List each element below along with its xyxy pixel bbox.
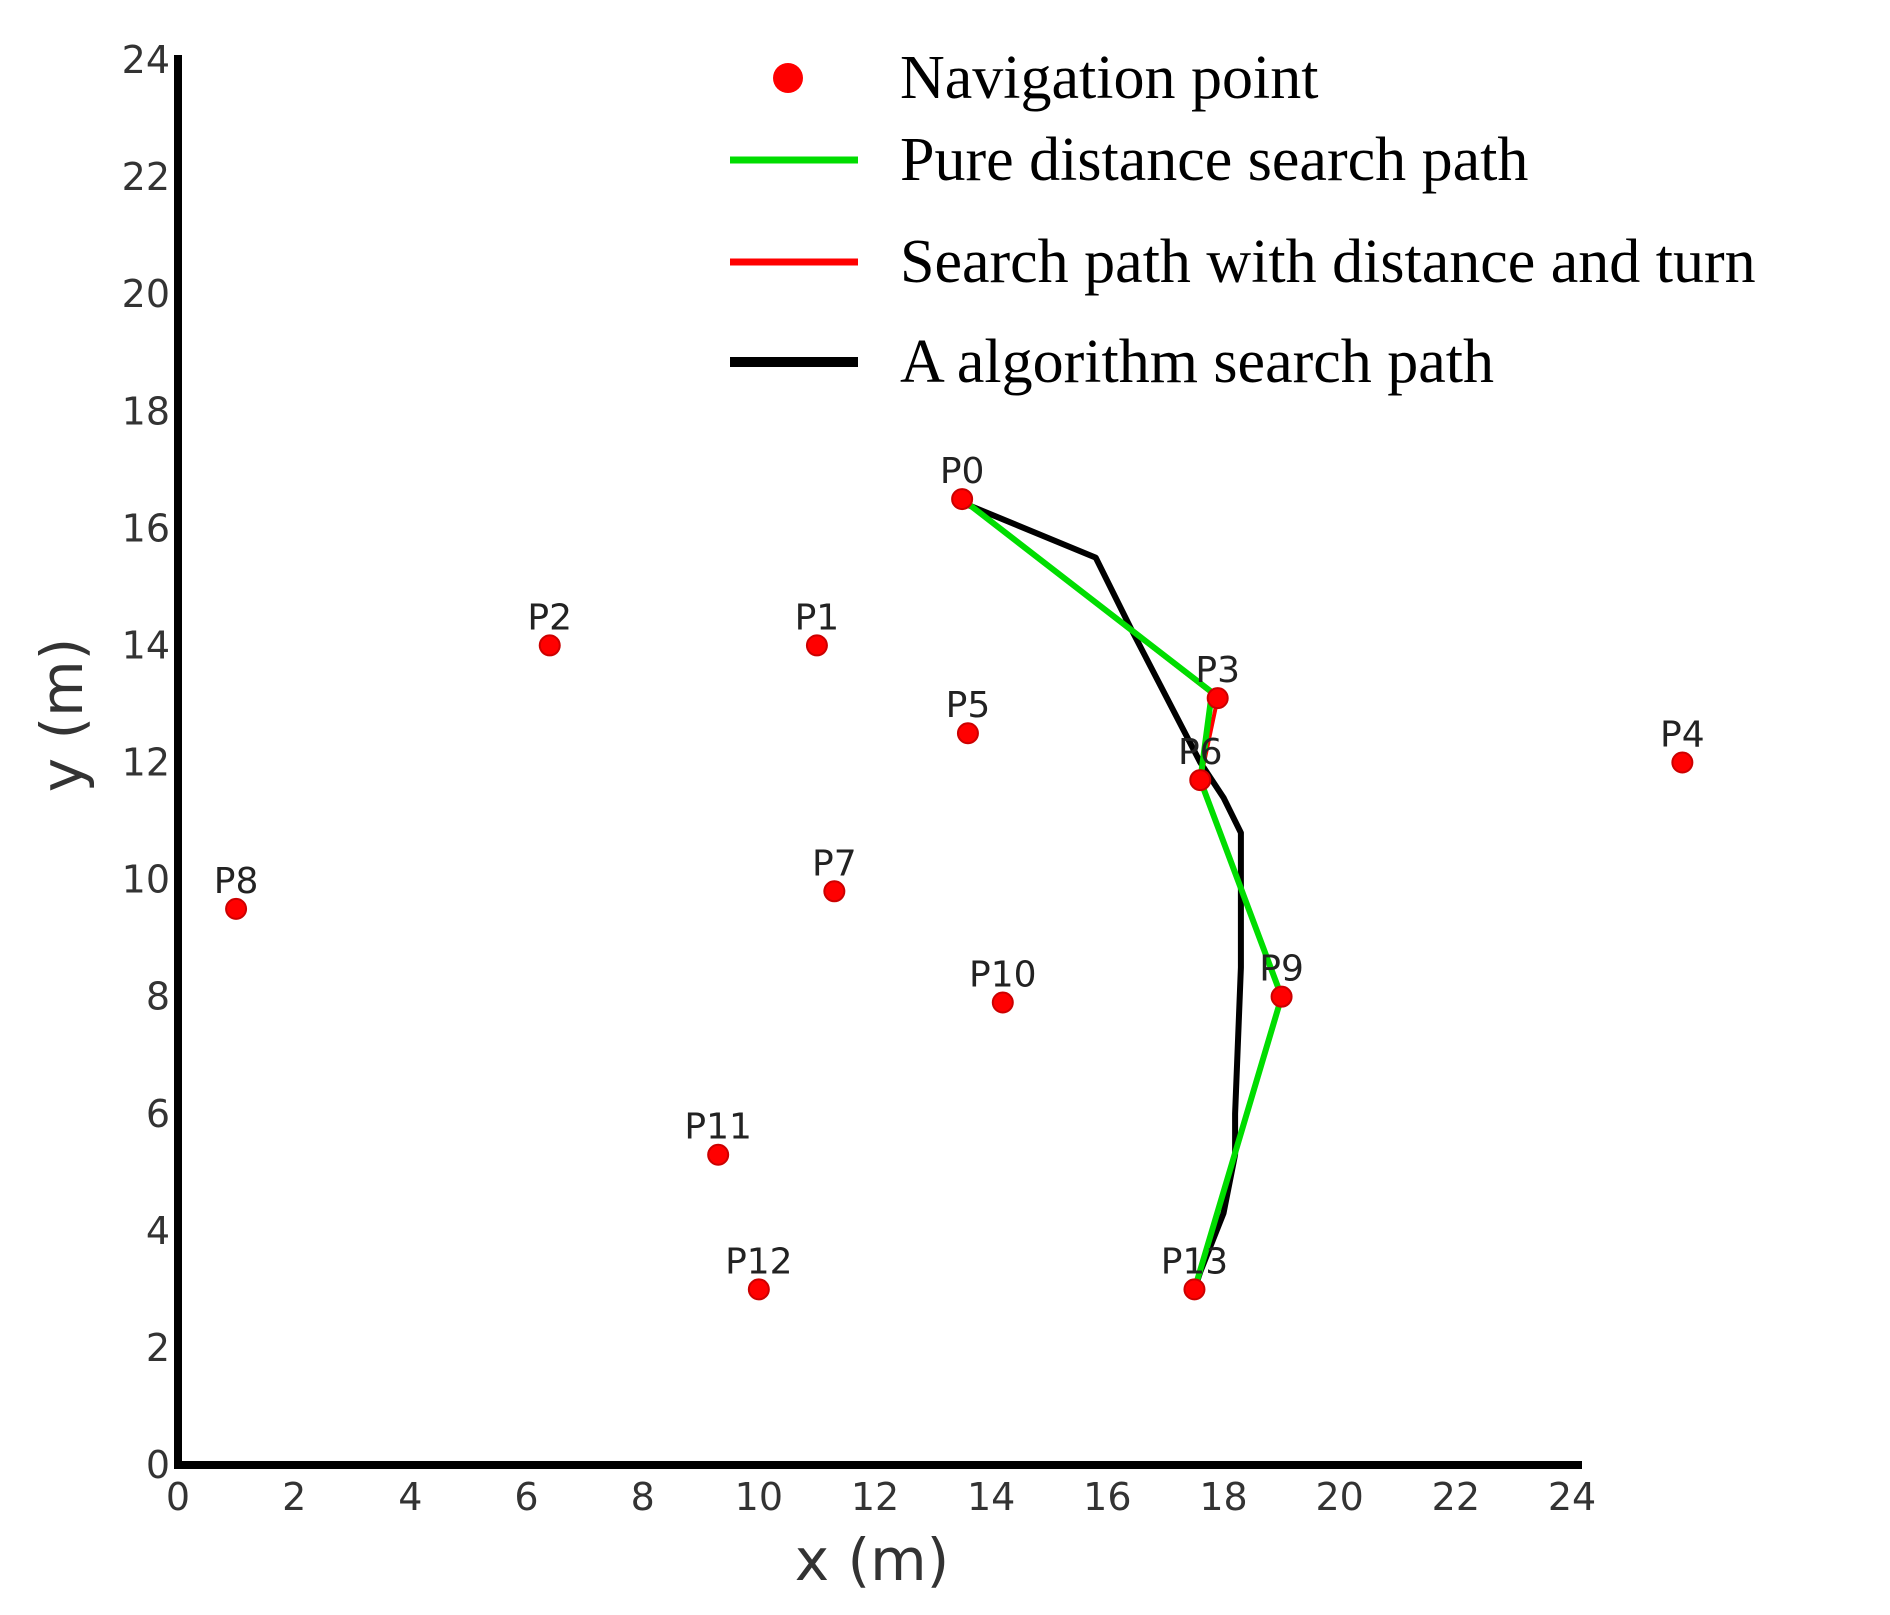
x-tick-labels: 0 2 4 6 8 10 12 14 16 18 20 22 24 — [166, 1475, 1596, 1519]
y-tick-label: 20 — [122, 272, 170, 316]
y-tick-label: 4 — [146, 1209, 170, 1253]
y-tick-label: 8 — [146, 975, 170, 1019]
legend-label: Search path with distance and turn — [900, 228, 1756, 296]
legend-label: Navigation point — [900, 44, 1318, 112]
point-label: P9 — [1259, 949, 1304, 990]
y-axis-title: y (m) — [28, 638, 96, 793]
x-tick-label: 16 — [1083, 1475, 1131, 1519]
y-tick-label: 0 — [146, 1443, 170, 1487]
y-tick-label: 24 — [122, 38, 170, 82]
point-label: P6 — [1178, 732, 1223, 773]
navigation-point-p1 — [805, 634, 828, 657]
x-tick-label: 14 — [967, 1475, 1015, 1519]
series-line-a-algorithm-search-path — [964, 501, 1244, 1293]
point-label: P1 — [795, 597, 840, 638]
axes — [174, 55, 1582, 1469]
y-tick-label: 16 — [122, 506, 170, 550]
point-label: P12 — [725, 1241, 793, 1282]
navigation-point-p4 — [1671, 751, 1694, 774]
navigation-point-p13 — [1183, 1278, 1206, 1301]
navigation-point-p6 — [1189, 769, 1212, 792]
x-axis-title: x (m) — [795, 1526, 950, 1594]
x-tick-label: 8 — [631, 1475, 655, 1519]
x-tick-label: 12 — [851, 1475, 899, 1519]
navigation-point-p5 — [956, 722, 979, 745]
y-tick-label: 10 — [122, 858, 170, 902]
navigation-point-p3 — [1206, 687, 1229, 710]
point-label: P5 — [946, 685, 991, 726]
point-label: P7 — [812, 843, 857, 884]
y-tick-label: 18 — [122, 389, 170, 433]
x-tick-label: 2 — [282, 1475, 306, 1519]
legend-label: A algorithm search path — [900, 328, 1494, 396]
point-label: P10 — [969, 955, 1037, 996]
x-tick-label: 20 — [1315, 1475, 1363, 1519]
x-tick-label: 22 — [1432, 1475, 1480, 1519]
navigation-point-p2 — [538, 634, 561, 657]
point-label: P4 — [1660, 715, 1705, 756]
legend-marker-icon — [773, 63, 803, 93]
point-label: P2 — [527, 597, 572, 638]
navigation-point-p0 — [951, 488, 974, 511]
legend: Navigation point Pure distance search pat… — [730, 44, 1756, 396]
point-label: P8 — [214, 861, 259, 902]
y-tick-label: 2 — [146, 1326, 170, 1370]
navigation-point-p9 — [1270, 985, 1293, 1008]
navigation-point-p7 — [823, 880, 846, 903]
navigation-point-p8 — [225, 897, 248, 920]
x-tick-label: 18 — [1199, 1475, 1247, 1519]
point-label: P13 — [1161, 1241, 1229, 1282]
point-label: P3 — [1195, 650, 1240, 691]
navigation-point-p12 — [747, 1278, 770, 1301]
x-tick-label: 10 — [735, 1475, 783, 1519]
series-layer — [959, 496, 1285, 1293]
x-tick-label: 6 — [514, 1475, 538, 1519]
x-tick-label: 0 — [166, 1475, 190, 1519]
x-tick-label: 4 — [398, 1475, 422, 1519]
point-label: P0 — [940, 451, 985, 492]
x-tick-label: 24 — [1548, 1475, 1596, 1519]
y-tick-label: 14 — [122, 623, 170, 667]
point-label: P11 — [684, 1107, 752, 1148]
navigation-point-p10 — [991, 991, 1014, 1014]
y-tick-label: 6 — [146, 1092, 170, 1136]
legend-label: Pure distance search path — [900, 126, 1528, 194]
navigation-point-p11 — [707, 1143, 730, 1166]
y-tick-label: 22 — [122, 155, 170, 199]
y-tick-label: 12 — [122, 741, 170, 785]
navigation-points: P0 P1 P2 P3 P4 P5 P6 P7 P8 P9 P10 P11 P12 P13 — [214, 451, 1705, 1301]
